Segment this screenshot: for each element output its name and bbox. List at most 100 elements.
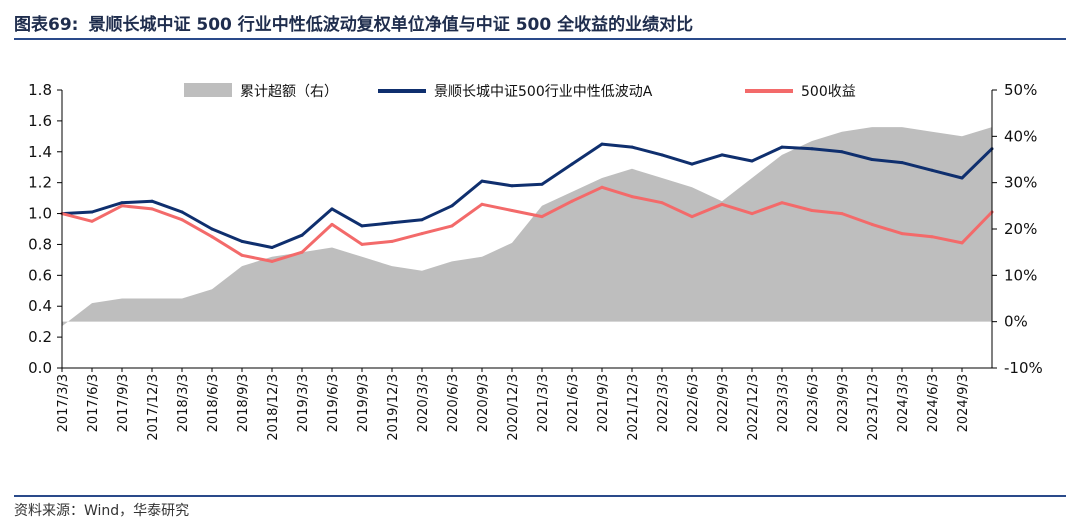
line-layer <box>60 142 994 263</box>
series-1-point <box>630 145 634 149</box>
figure-title-text: 景顺长城中证 500 行业中性低波动复权单位净值与中证 500 全收益的业绩对比 <box>88 15 694 35</box>
x-tick-label: 2018/9/3 <box>236 374 251 432</box>
series-1-point <box>180 210 184 214</box>
series-1-point <box>690 162 694 166</box>
x-tick-label: 2022/6/3 <box>686 374 701 432</box>
right-tick-label: 40% <box>1004 127 1037 145</box>
x-tick-label: 2024/6/3 <box>926 374 941 432</box>
bottom-rule <box>14 495 1066 497</box>
series-1-point <box>90 210 94 214</box>
legend-swatch-area <box>184 83 232 97</box>
series-1-point <box>750 159 754 163</box>
series-2-point <box>450 224 454 228</box>
x-tick-label: 2023/12/3 <box>866 374 881 441</box>
left-tick-label: 0.4 <box>28 297 52 315</box>
x-tick-label: 2024/3/3 <box>896 374 911 432</box>
series-1-point <box>780 145 784 149</box>
series-2-point <box>510 209 514 212</box>
x-tick-label: 2017/3/3 <box>56 374 71 432</box>
right-tick-label: 20% <box>1004 220 1037 238</box>
series-2-point <box>870 222 874 226</box>
series-2-point <box>420 232 424 236</box>
x-tick-label: 2020/9/3 <box>476 374 491 432</box>
series-1-point <box>870 158 874 161</box>
series-1-point <box>720 153 724 157</box>
series-2-point <box>750 212 754 216</box>
series-2-point <box>780 201 784 205</box>
x-tick-label: 2021/6/3 <box>566 374 581 432</box>
left-tick-label: 1.4 <box>28 143 52 161</box>
series-1-point <box>420 218 424 222</box>
legend-label: 景顺长城中证500行业中性低波动A <box>434 84 653 100</box>
series-1-point <box>510 184 514 188</box>
series-1-point <box>300 233 304 237</box>
series-1-point <box>540 182 544 186</box>
series-2-point <box>570 199 574 203</box>
series-2-point <box>810 209 814 212</box>
x-tick-label: 2018/12/3 <box>266 374 281 441</box>
x-tick-label: 2022/9/3 <box>716 374 731 432</box>
x-tick-label: 2019/9/3 <box>356 374 371 432</box>
legend-label: 累计超额（右） <box>240 84 338 100</box>
series-2-point <box>180 218 184 222</box>
x-tick-label: 2018/6/3 <box>206 374 221 432</box>
right-tick-label: 0% <box>1004 313 1028 331</box>
x-tick-label: 2024/9/3 <box>956 374 971 432</box>
series-1-point <box>390 221 394 225</box>
figure-label: 图表69: <box>14 15 79 35</box>
series-1-point <box>840 150 844 154</box>
chart-title: 图表69: 景顺长城中证 500 行业中性低波动复权单位净值与中证 500 全收益… <box>14 10 693 35</box>
series-line-1 <box>61 142 994 249</box>
x-tick-label: 2017/12/3 <box>146 374 161 441</box>
series-1-point <box>330 207 334 211</box>
series-1-point <box>810 147 814 151</box>
series-2-point <box>270 259 274 263</box>
series-2-point <box>390 239 394 243</box>
x-tick-label: 2022/3/3 <box>656 374 671 432</box>
series-2-point <box>120 204 124 208</box>
x-tick-label: 2023/6/3 <box>806 374 821 432</box>
series-1-point <box>660 153 664 157</box>
series-1-point <box>270 246 274 249</box>
series-2-point <box>600 185 604 189</box>
x-tick-label: 2020/3/3 <box>416 374 431 432</box>
series-2-point <box>300 250 304 254</box>
series-1-point <box>600 142 604 146</box>
series-1-point <box>570 162 574 166</box>
series-1-point <box>960 176 964 180</box>
source-note: 资料来源：Wind，华泰研究 <box>14 503 190 519</box>
top-rule <box>14 38 1066 40</box>
series-2-point <box>210 235 214 239</box>
series-1-point <box>900 161 904 165</box>
series-2-point <box>900 232 904 236</box>
series-1-point <box>480 179 484 183</box>
x-tick-label: 2021/3/3 <box>536 374 551 432</box>
series-2-point <box>150 207 154 211</box>
series-2-point <box>360 242 364 246</box>
series-2-point <box>240 253 244 257</box>
right-tick-label: 30% <box>1004 174 1037 192</box>
x-tick-label: 2021/9/3 <box>596 374 611 432</box>
series-2-point <box>960 241 964 245</box>
series-1-point <box>150 199 154 203</box>
series-area-excess <box>62 127 992 327</box>
series-1-point <box>450 204 454 208</box>
left-tick-label: 1.0 <box>28 205 52 223</box>
series-2-point <box>720 202 724 206</box>
x-tick-label: 2023/3/3 <box>776 374 791 432</box>
series-1-point <box>240 239 244 243</box>
axis-layer: 0.0 0.2 0.4 0.6 0.8 1.0 1.2 1.4 1.6 1.8 -10% 0% 10% 2… <box>28 81 1043 441</box>
left-tick-label: 1.2 <box>28 174 52 192</box>
x-tick-label: 2020/6/3 <box>446 374 461 432</box>
x-tick-label: 2017/9/3 <box>116 374 131 432</box>
series-2-point <box>630 195 634 199</box>
x-tick-label: 2023/9/3 <box>836 374 851 432</box>
series-1-point <box>360 224 364 228</box>
series-2-point <box>480 202 484 206</box>
x-tick-label: 2019/6/3 <box>326 374 341 432</box>
series-line-2 <box>61 185 994 263</box>
right-tick-label: -10% <box>1004 359 1043 377</box>
right-tick-label: 50% <box>1004 81 1037 99</box>
left-tick-label: 0.0 <box>28 359 52 377</box>
x-tick-label: 2019/3/3 <box>296 374 311 432</box>
